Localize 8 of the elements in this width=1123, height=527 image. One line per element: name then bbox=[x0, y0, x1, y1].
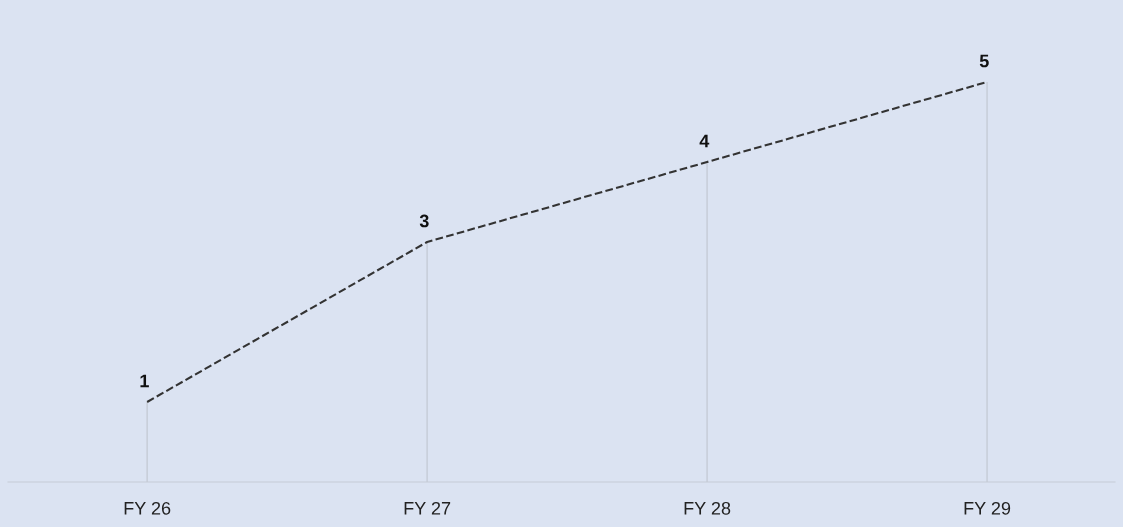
x-tick-label: FY 29 bbox=[964, 501, 1011, 515]
x-tick-label: FY 26 bbox=[124, 501, 171, 515]
x-tick-label: FY 28 bbox=[684, 501, 731, 515]
data-label: 1 bbox=[140, 374, 149, 388]
x-tick-label: FY 27 bbox=[404, 501, 451, 515]
data-label: 3 bbox=[419, 214, 429, 228]
data-label: 4 bbox=[699, 134, 710, 148]
data-label: 5 bbox=[979, 54, 989, 68]
